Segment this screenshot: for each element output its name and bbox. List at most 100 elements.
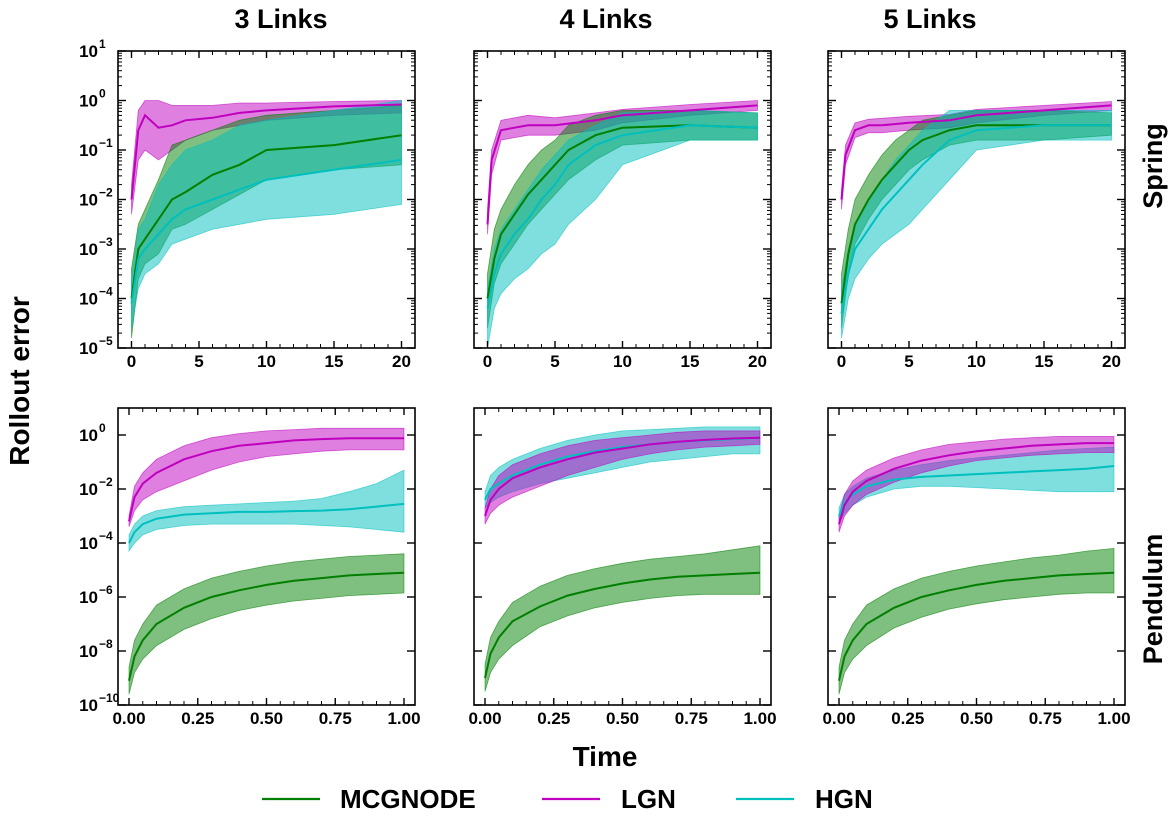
x-tick-label: 0.00 — [822, 709, 855, 728]
line-hgn — [838, 465, 1115, 517]
x-tick-label: 20 — [1102, 352, 1121, 371]
line-hgn — [840, 124, 1112, 314]
row-title-spring: Spring — [1138, 123, 1168, 209]
x-tick-label: 0.00 — [112, 709, 145, 728]
y-tick-label: 10 — [79, 426, 98, 445]
y-tick-label: 10 — [79, 191, 98, 210]
y-axis-title: Rollout error — [4, 296, 35, 466]
x-tick-label: 10 — [613, 352, 632, 371]
x-tick-label: 5 — [904, 352, 913, 371]
band-lgn — [128, 427, 405, 527]
band-mcgnode — [838, 547, 1115, 695]
line-mcgnode — [838, 571, 1115, 681]
band-lgn — [484, 430, 761, 525]
x-tick-label: 15 — [325, 352, 344, 371]
x-tick-label: 0.25 — [891, 709, 924, 728]
y-tick-label: 10 — [79, 696, 98, 715]
x-tick-label: 0.00 — [468, 709, 501, 728]
x-tick-label: 5 — [194, 352, 203, 371]
x-tick-label: 0.50 — [606, 709, 639, 728]
y-tick-exponent: 0 — [99, 87, 106, 101]
line-lgn — [484, 436, 761, 517]
line-lgn — [838, 442, 1114, 525]
band-hgn — [487, 109, 758, 348]
y-tick-label: 10 — [79, 290, 98, 309]
plot-area — [128, 427, 405, 695]
x-tick-label: 20 — [392, 352, 411, 371]
x-tick-label: 0 — [127, 352, 136, 371]
band-lgn — [838, 436, 1115, 533]
plot-area — [484, 426, 761, 692]
panel-spring-4-links: 0 5 10 15 20 — [473, 50, 772, 371]
band-lgn — [487, 100, 758, 235]
y-tick-label: 10 — [79, 42, 98, 61]
plot-area — [130, 100, 402, 339]
panel-pendulum-4-links: 0.00 0.25 0.50 0.75 1.00 — [468, 407, 777, 728]
plot-area — [486, 100, 758, 348]
x-tick-label: 1.00 — [387, 709, 420, 728]
band-hgn — [841, 110, 1112, 339]
y-tick-exponent: −10 — [99, 691, 120, 705]
line-hgn — [130, 158, 402, 304]
x-tick-label: 0.50 — [960, 709, 993, 728]
x-tick-label: 1.00 — [1097, 709, 1130, 728]
y-tick-exponent: −8 — [99, 637, 113, 651]
y-tick-exponent: 1 — [99, 37, 106, 51]
line-hgn — [486, 124, 758, 309]
y-tick-label: 10 — [79, 92, 98, 111]
y-tick-exponent: −2 — [99, 186, 113, 200]
x-tick-label: 5 — [550, 352, 559, 371]
y-tick-exponent: −6 — [99, 583, 113, 597]
y-tick-label: 10 — [79, 480, 98, 499]
line-mcgnode — [130, 134, 402, 299]
column-title-4-links: 4 Links — [559, 4, 652, 34]
legend: MCGNODE LGN HGN — [262, 784, 873, 814]
y-tick-exponent: −1 — [99, 136, 113, 150]
line-mcgnode — [484, 571, 761, 679]
x-tick-label: 0 — [837, 352, 846, 371]
x-tick-label: 0.75 — [1029, 709, 1062, 728]
y-tick-label: 10 — [79, 534, 98, 553]
legend-label-hgn: HGN — [815, 784, 873, 814]
line-lgn — [130, 103, 402, 200]
y-tick-label: 10 — [79, 141, 98, 160]
y-tick-label: 10 — [79, 588, 98, 607]
line-lgn — [840, 104, 1112, 200]
y-tick-label: 10 — [79, 240, 98, 259]
x-tick-label: 0.75 — [675, 709, 708, 728]
y-tick-exponent: −5 — [99, 334, 113, 348]
x-tick-label: 10 — [257, 352, 276, 371]
x-tick-label: 1.00 — [743, 709, 776, 728]
y-tick-exponent: −4 — [99, 285, 113, 299]
line-lgn — [486, 104, 758, 225]
line-mcgnode — [840, 124, 1112, 304]
row-title-pendulum: Pendulum — [1138, 534, 1168, 665]
y-tick-exponent: −4 — [99, 529, 113, 543]
x-tick-label: 0.25 — [181, 709, 214, 728]
y-tick-label: 10 — [79, 339, 98, 358]
plot-area — [838, 436, 1115, 695]
x-axis-title: Time — [573, 741, 638, 772]
line-hgn — [128, 502, 405, 544]
y-tick-exponent: −2 — [99, 475, 113, 489]
panel-pendulum-5-links: 0.00 0.25 0.50 0.75 1.00 — [822, 407, 1131, 728]
band-mcgnode — [128, 553, 405, 695]
x-tick-label: 0.25 — [537, 709, 570, 728]
legend-label-mcgnode: MCGNODE — [340, 784, 476, 814]
x-tick-label: 20 — [748, 352, 767, 371]
column-title-3-links: 3 Links — [234, 4, 327, 34]
band-hgn — [128, 469, 405, 553]
band-mcgnode — [484, 545, 761, 692]
line-mcgnode — [486, 124, 758, 299]
x-tick-label: 0.50 — [250, 709, 283, 728]
x-tick-label: 15 — [1035, 352, 1054, 371]
y-tick-exponent: 0 — [99, 421, 106, 435]
plot-area — [840, 101, 1112, 339]
legend-label-lgn: LGN — [621, 784, 676, 814]
line-lgn — [128, 437, 404, 522]
x-tick-label: 0 — [483, 352, 492, 371]
